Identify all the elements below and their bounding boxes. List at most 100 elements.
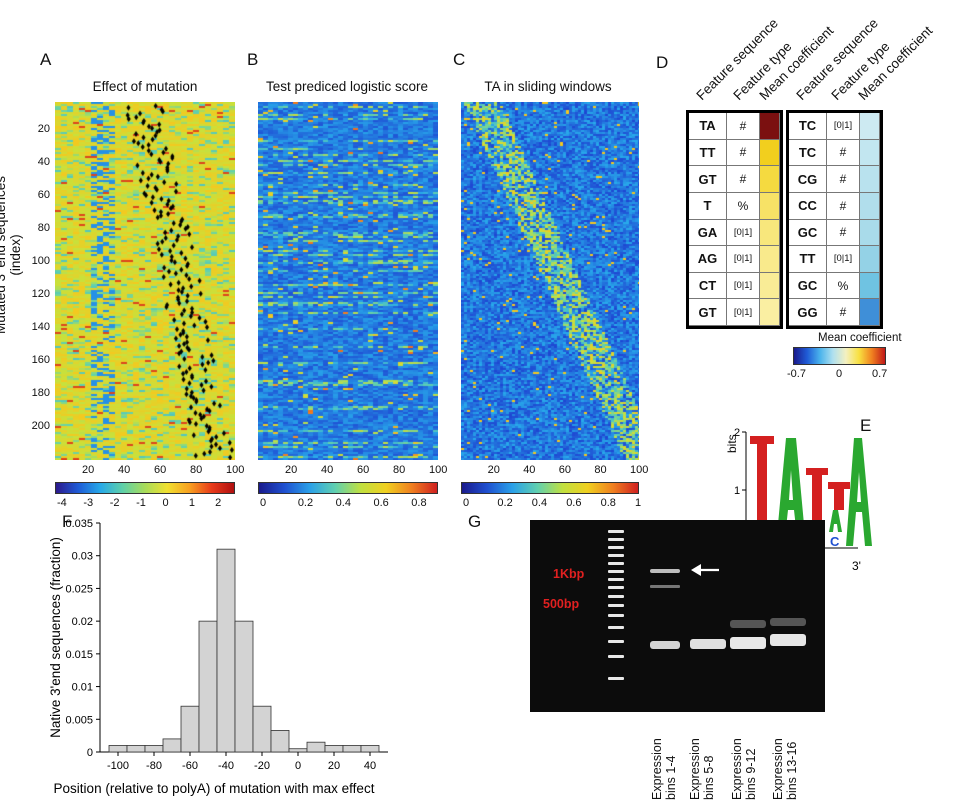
mean-coefficient-cell [860, 192, 880, 220]
panel-c-cbar-tick: 0.6 [566, 497, 582, 509]
histogram-chart: 0 0.005 0.01 0.015 0.02 0.025 0.03 0.035 -100 -80… [0, 515, 400, 800]
left-row: CT [0|1] [689, 272, 780, 300]
feature-type-cell: [0|1] [727, 299, 760, 326]
mean-coefficient-cell [860, 113, 880, 140]
feature-type-cell: # [727, 139, 760, 167]
panel-b-cbar-tick: 0.2 [297, 497, 314, 509]
panel-a-ytick: 40 [37, 156, 50, 168]
mean-coefficient-cell [760, 219, 780, 247]
hist-bar [198, 620, 218, 753]
panel-b-colorbar [258, 482, 438, 494]
feature-sequence-cell: GG [789, 299, 827, 326]
hist-ytick-label: 0.02 [72, 616, 93, 628]
hist-bar [216, 548, 236, 753]
mean-coefficient-cell [760, 139, 780, 167]
panel-a-xtick: 80 [190, 464, 203, 476]
feature-sequence-cell: AG [689, 246, 727, 273]
hist-bar [324, 745, 344, 753]
band-faint-lane1 [650, 585, 680, 588]
smear-lane4 [770, 618, 806, 626]
feature-type-cell: [0|1] [827, 113, 860, 140]
panel-c-xtick: 20 [487, 464, 500, 476]
hist-xtick-label: 40 [364, 760, 376, 772]
feature-type-cell: [0|1] [727, 219, 760, 247]
lane-label-2: Expression bins 5-8 [688, 738, 716, 800]
hist-xtick-label: 0 [295, 760, 301, 772]
feature-sequence-cell: TT [689, 139, 727, 167]
panel-b-heatmap [258, 102, 438, 460]
hist-bar [126, 745, 146, 753]
panel-c-xtick: 60 [558, 464, 572, 476]
band-lane4 [770, 634, 806, 646]
feature-sequence-cell: CT [689, 272, 727, 300]
panel-c-cbar-tick: 1 [635, 497, 642, 509]
panel-a-ytick: 200 [31, 420, 50, 432]
panel-c-colorbar [461, 482, 639, 494]
mean-coefficient-cell [760, 166, 780, 193]
panel-a-cbar-tick: -3 [83, 497, 94, 509]
left-row: AG [0|1] [689, 246, 780, 273]
panel-c-letter: C [453, 50, 466, 69]
panel-d-colorbar-label: Mean coefficient [818, 332, 902, 344]
ladder-band [608, 546, 624, 549]
hist-ytick-label: 0.025 [65, 583, 93, 595]
logo-letter-t2 [806, 468, 828, 546]
logo-letter-a2 [829, 510, 842, 532]
logo-letter-t3 [828, 482, 850, 510]
mean-coefficient-cell [860, 299, 880, 326]
hist-bar [288, 748, 308, 753]
right-row: TT [0|1] [789, 246, 880, 273]
feature-type-cell: % [727, 192, 760, 220]
smear-lane3 [730, 620, 766, 628]
feature-type-cell: # [827, 139, 860, 167]
ladder-band [608, 554, 624, 557]
panel-a-cbar-tick: -4 [57, 497, 67, 509]
left-row: TT # [689, 139, 780, 167]
hist-xtick-label: -20 [254, 760, 270, 772]
panel-c-heatmap [461, 102, 639, 460]
panel-a-colorbar-ticks: -4 -3 -2 -1 0 1 2 [55, 497, 235, 511]
feature-type-cell: # [727, 113, 760, 140]
panel-d-cbar-tick-min: -0.7 [787, 368, 806, 380]
feature-table-right: TC [0|1] TC # CG # CC # GC # TT [0|1] GC% GG # [786, 110, 883, 329]
left-row: GT # [689, 166, 780, 193]
hist-bar [306, 741, 326, 753]
panel-a-ytick: 160 [31, 354, 50, 366]
feature-sequence-cell: TC [789, 139, 827, 167]
right-row: CG # [789, 166, 880, 193]
panel-b-colorbar-ticks: 0 0.2 0.4 0.6 0.8 [258, 497, 438, 511]
panel-g-letter: G [468, 512, 482, 531]
hist-xtick-label: -80 [146, 760, 162, 772]
gel-label-1kbp: 1Kbp [553, 567, 585, 581]
feature-type-cell: % [827, 272, 860, 300]
hist-bar [342, 745, 362, 753]
right-row: GC # [789, 219, 880, 247]
panel-a-title: Effect of mutation [92, 79, 198, 94]
panel-a-heatmap [55, 102, 235, 460]
feature-sequence-cell: GC [789, 272, 827, 300]
ladder-band [608, 578, 624, 581]
hist-bar [360, 745, 380, 753]
left-row: GT [0|1] [689, 299, 780, 326]
panel-a-ytick: 180 [31, 387, 50, 399]
hist-xtick-label: -40 [218, 760, 234, 772]
gel-label-500bp: 500bp [543, 597, 580, 611]
mean-coefficient-cell [860, 219, 880, 247]
logo-letter-c: C [830, 534, 840, 549]
left-row: TA # [689, 113, 780, 140]
feature-type-cell: # [827, 219, 860, 247]
logo-ytick-1: 1 [734, 485, 740, 497]
panel-a-ytick: 60 [37, 189, 50, 201]
panel-a-yaxis: 20 40 60 80 100 120 140 160 180 200 [20, 102, 52, 460]
ladder-band [608, 586, 624, 589]
panel-d-colorbar [793, 347, 886, 365]
feature-type-cell: [0|1] [727, 272, 760, 300]
hist-xtick-label: 20 [328, 760, 340, 772]
panel-a-ytick: 140 [31, 321, 50, 333]
left-row: T% [689, 192, 780, 220]
panel-b-xtick: 100 [429, 464, 448, 476]
gel-image [530, 520, 825, 712]
mean-coefficient-cell [760, 192, 780, 220]
ladder-band [608, 530, 624, 533]
panel-a-xtick: 20 [82, 464, 95, 476]
